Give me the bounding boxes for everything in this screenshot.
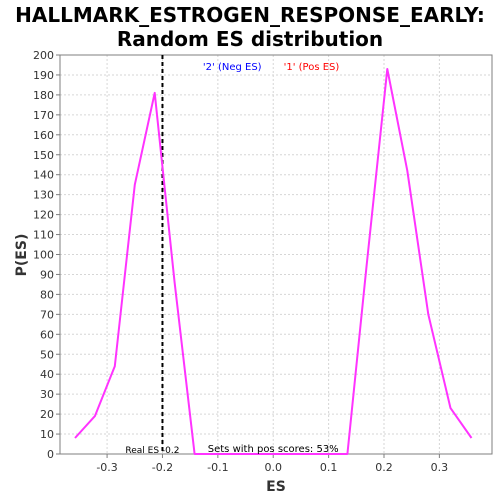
y-tick-label: 200 <box>33 49 54 62</box>
chart-title: HALLMARK_ESTROGEN_RESPONSE_EARLY: Random… <box>0 3 500 51</box>
y-tick-label: 30 <box>40 388 54 401</box>
x-axis-label: ES <box>266 479 286 495</box>
y-tick-label: 10 <box>40 428 54 441</box>
x-tick-label: 0.1 <box>320 461 338 474</box>
y-tick-label: 70 <box>40 308 54 321</box>
legend-pos-es: '1' (Pos ES) <box>284 62 340 73</box>
x-axis-ticks: -0.3 -0.2 -0.1 0.0 0.1 0.2 0.3 <box>96 454 448 474</box>
series-line <box>74 68 473 455</box>
y-tick-label: 60 <box>40 328 54 341</box>
pos-scores-annotation: Sets with pos scores: 53% <box>208 444 339 455</box>
y-axis-ticks: 0 10 20 30 40 50 60 70 80 90 100 110 120 130 140 150 160… <box>33 49 60 461</box>
title-line-1: HALLMARK_ESTROGEN_RESPONSE_EARLY: <box>15 3 485 27</box>
y-tick-label: 20 <box>40 408 54 421</box>
y-tick-label: 100 <box>33 249 54 262</box>
x-tick-label: -0.1 <box>207 461 228 474</box>
y-tick-label: 90 <box>40 268 54 281</box>
y-axis-label: P(ES) <box>14 234 30 277</box>
y-tick-label: 140 <box>33 169 54 182</box>
y-tick-label: 160 <box>33 129 54 142</box>
x-tick-label: 0.0 <box>264 461 282 474</box>
legend-neg-es: '2' (Neg ES) <box>203 62 262 73</box>
real-es-label: Real ES -0.2 <box>125 446 179 456</box>
y-tick-label: 170 <box>33 109 54 122</box>
y-tick-label: 190 <box>33 69 54 82</box>
y-tick-label: 180 <box>33 89 54 102</box>
x-tick-label: 0.2 <box>375 461 393 474</box>
y-tick-label: 120 <box>33 209 54 222</box>
y-tick-label: 0 <box>47 448 54 461</box>
x-tick-label: 0.3 <box>431 461 449 474</box>
y-tick-label: 40 <box>40 368 54 381</box>
title-line-2: Random ES distribution <box>116 27 384 51</box>
y-tick-label: 80 <box>40 288 54 301</box>
y-tick-label: 50 <box>40 348 54 361</box>
y-tick-label: 130 <box>33 189 54 202</box>
x-tick-label: -0.3 <box>96 461 117 474</box>
y-tick-label: 150 <box>33 149 54 162</box>
x-tick-label: -0.2 <box>152 461 173 474</box>
y-tick-label: 110 <box>33 229 54 242</box>
